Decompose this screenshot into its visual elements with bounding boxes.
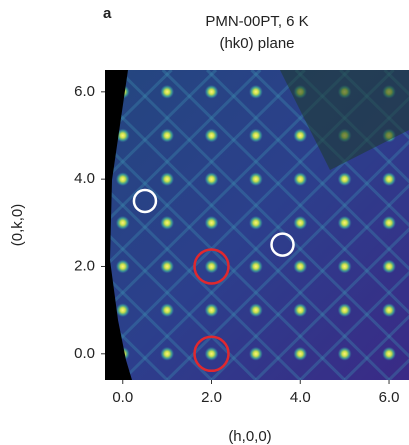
y-tick-label: 2.0 (74, 257, 95, 274)
spot (160, 303, 175, 318)
spot (248, 215, 263, 230)
spot (160, 215, 175, 230)
streak (254, 227, 409, 380)
spot (248, 172, 263, 187)
streak (105, 70, 262, 225)
spot (204, 215, 219, 230)
spot (115, 172, 130, 187)
spot (248, 346, 263, 361)
chart-subtitle: (hk0) plane (219, 35, 294, 52)
spot (382, 172, 397, 187)
shadow-region (280, 70, 409, 170)
streak (299, 270, 409, 380)
spot (248, 84, 263, 99)
annotation-circle (270, 232, 295, 257)
streak (206, 70, 409, 271)
spot (204, 172, 219, 187)
spot (115, 215, 130, 230)
y-tick-label: 6.0 (74, 83, 95, 100)
spot (115, 303, 130, 318)
x-tick-label: 4.0 (290, 389, 311, 406)
spot (115, 259, 130, 274)
spot (115, 128, 130, 143)
spot (248, 303, 263, 318)
spot (382, 259, 397, 274)
streak (105, 70, 351, 313)
beamstop-shadow (105, 70, 132, 380)
spot (293, 259, 308, 274)
x-tick-label: 6.0 (379, 389, 400, 406)
spot (248, 128, 263, 143)
plot-area (105, 70, 409, 380)
spot (204, 84, 219, 99)
panel-label: a (103, 5, 112, 22)
streak (117, 70, 409, 359)
spot (293, 215, 308, 230)
spot (382, 346, 397, 361)
y-axis-label: (0,k,0) (9, 204, 26, 247)
x-tick-label: 0.0 (112, 389, 133, 406)
spot (293, 172, 308, 187)
x-tick-label: 2.0 (201, 389, 222, 406)
streak (210, 183, 409, 380)
spot (160, 84, 175, 99)
streak (105, 70, 306, 269)
y-tick-label: 4.0 (74, 170, 95, 187)
spot (293, 303, 308, 318)
spot (204, 303, 219, 318)
spot (293, 346, 308, 361)
spot (293, 128, 308, 143)
streak (166, 139, 409, 380)
diffuse-streaks (105, 70, 409, 380)
spot (160, 346, 175, 361)
spot (204, 128, 219, 143)
spot (382, 215, 397, 230)
spot (160, 259, 175, 274)
streak (105, 185, 302, 380)
spot (382, 303, 397, 318)
streak (343, 314, 409, 380)
spot (248, 259, 263, 274)
streak (105, 98, 391, 380)
spot (204, 346, 219, 361)
annotation-circle (132, 188, 158, 214)
spot (337, 259, 352, 274)
annotation-circle (193, 248, 230, 285)
spot (337, 215, 352, 230)
y-tick-label: 0.0 (74, 345, 95, 362)
spot (160, 128, 175, 143)
streak (105, 273, 213, 380)
streak (161, 70, 409, 315)
streak (105, 229, 257, 380)
x-axis-label: (h,0,0) (228, 428, 271, 445)
spot (204, 259, 219, 274)
spot (160, 172, 175, 187)
spot (337, 172, 352, 187)
spot (337, 303, 352, 318)
chart-title: PMN-00PT, 6 K (205, 13, 308, 30)
streak (105, 70, 218, 182)
spot (337, 346, 352, 361)
annotation-circle (193, 335, 230, 373)
streak (105, 142, 346, 380)
